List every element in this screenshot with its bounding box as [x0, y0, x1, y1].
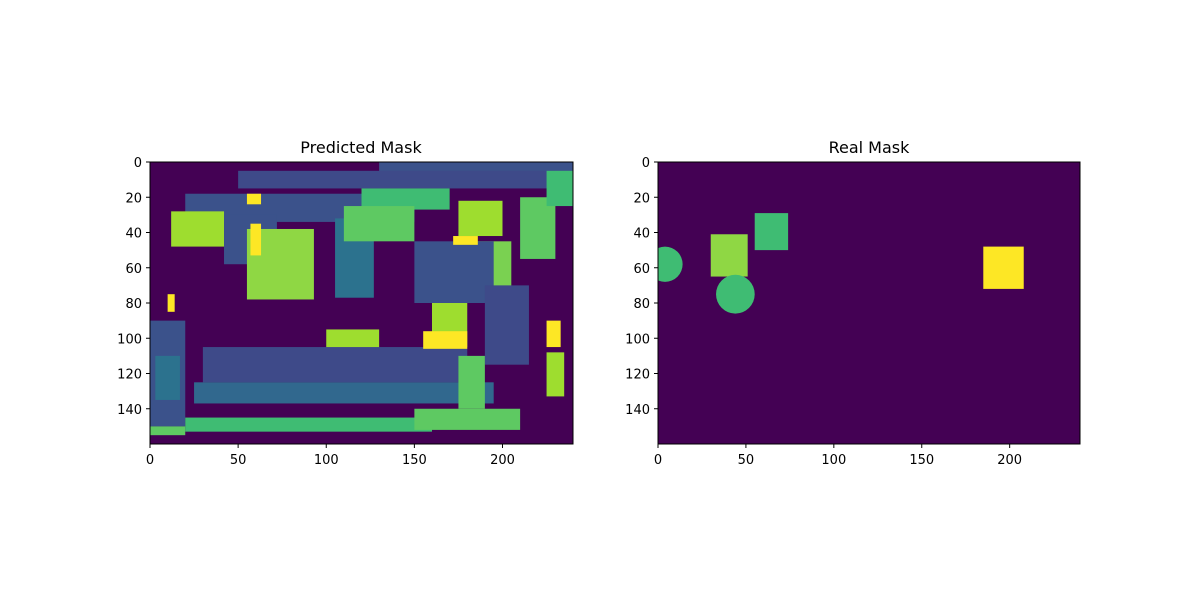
- predicted-mask-axes: 0 50 100 150 200 0 20 40 60 80 100 120 140: [117, 156, 574, 468]
- predicted-mask-region-29: [246, 193, 262, 205]
- real-mask-region-4: [983, 246, 1024, 289]
- real-x-tick-label: 150: [909, 453, 934, 468]
- real-mask-image: [658, 162, 1080, 444]
- predicted-x-tick-label: 100: [314, 453, 339, 468]
- real-y-tick-label: 140: [625, 403, 650, 418]
- predicted-mask-region-24: [453, 236, 478, 245]
- predicted-y-tick-label: 80: [125, 297, 142, 312]
- real-mask-region-0: [658, 246, 683, 282]
- real-x-tick-label: 200: [997, 453, 1022, 468]
- predicted-y-tick-label: 20: [125, 191, 142, 206]
- real-y-tick-label: 20: [633, 191, 650, 206]
- predicted-mask-region-1: [238, 170, 556, 189]
- predicted-mask-title: Predicted Mask: [300, 138, 422, 157]
- predicted-mask-region-26: [423, 331, 468, 349]
- predicted-mask-region-19: [202, 347, 468, 383]
- predicted-mask-region-30: [546, 352, 565, 397]
- real-y-tick-label: 40: [633, 227, 650, 242]
- predicted-mask-region-15: [484, 285, 529, 365]
- predicted-mask-region-31: [458, 355, 485, 409]
- predicted-mask-region-23: [150, 426, 186, 436]
- real-mask-region-2: [716, 274, 755, 314]
- predicted-x-tick-label: 50: [230, 453, 247, 468]
- predicted-y-tick-label: 40: [125, 227, 142, 242]
- predicted-mask-region-14: [414, 241, 494, 303]
- real-mask-panel: Real Mask 0 50 100 150 200 0 20 40 60 80 100 120 140: [625, 138, 1081, 468]
- predicted-y-tick-label: 140: [117, 403, 142, 418]
- real-x-tick-label: 50: [738, 453, 755, 468]
- real-mask-axes: 0 50 100 150 200 0 20 40 60 80 100 120 140: [625, 156, 1081, 468]
- predicted-y-tick-label: 100: [117, 332, 142, 347]
- predicted-mask-region-11: [520, 197, 556, 259]
- predicted-x-tick-label: 0: [146, 453, 154, 468]
- real-mask-region-3: [754, 213, 789, 251]
- predicted-x-tick-label: 200: [490, 453, 515, 468]
- real-x-tick-label: 0: [654, 453, 662, 468]
- real-y-tick-label: 80: [633, 297, 650, 312]
- predicted-mask-region-20: [194, 382, 494, 404]
- predicted-mask-region-4: [171, 211, 225, 247]
- predicted-mask-region-22: [414, 408, 521, 430]
- predicted-y-tick-label: 0: [134, 156, 142, 171]
- real-mask-region-1: [710, 234, 748, 277]
- predicted-mask-region-3: [361, 188, 450, 210]
- predicted-mask-region-25: [250, 223, 262, 256]
- predicted-mask-panel: Predicted Mask 0 50 100 150 200 0 20 40 60 80 100 1…: [117, 138, 574, 468]
- predicted-mask-region-18: [155, 355, 180, 400]
- predicted-x-tick-label: 150: [402, 453, 427, 468]
- predicted-mask-region-9: [458, 200, 503, 237]
- predicted-mask-image: [150, 162, 573, 444]
- predicted-y-tick-label: 120: [117, 368, 142, 383]
- real-y-tick-label: 120: [625, 368, 650, 383]
- real-y-tick-label: 60: [633, 262, 650, 277]
- predicted-y-tick-label: 60: [125, 262, 142, 277]
- real-y-tick-label: 100: [625, 332, 650, 347]
- predicted-mask-region-8: [343, 206, 415, 242]
- real-x-tick-label: 100: [821, 453, 846, 468]
- real-mask-title: Real Mask: [829, 138, 911, 157]
- predicted-mask-region-27: [546, 320, 561, 348]
- real-y-tick-label: 0: [642, 156, 650, 171]
- predicted-mask-region-28: [167, 294, 175, 312]
- predicted-mask-region-21: [185, 417, 432, 432]
- predicted-mask-region-12: [546, 170, 573, 207]
